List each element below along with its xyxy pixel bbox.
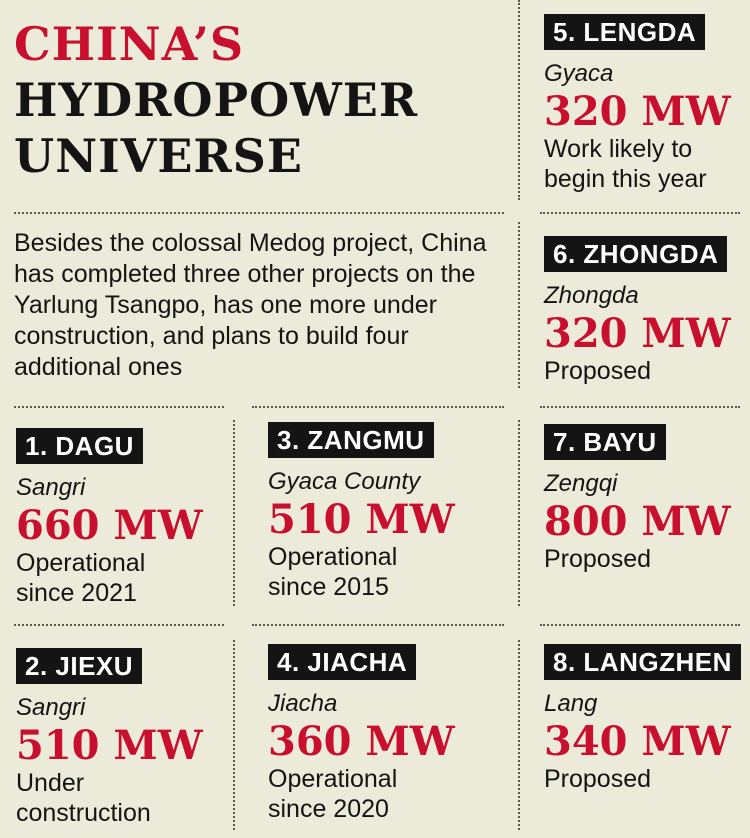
project-location: Zhongda <box>544 282 639 309</box>
project-capacity: 320 MW <box>544 310 731 357</box>
divider-vertical-right-mid <box>518 222 520 388</box>
project-capacity: 800 MW <box>544 498 731 545</box>
project-name-badge: 5. LENGDA <box>544 14 706 50</box>
project-name-badge: 3. ZANGMU <box>268 422 434 458</box>
project-card-zhongda: 6. ZHONGDA Zhongda 320 MW Proposed <box>544 236 731 386</box>
project-status: Under construction <box>16 769 151 827</box>
divider-horizontal-right-1 <box>540 212 740 214</box>
project-location: Gyaca County <box>268 468 421 495</box>
project-card-jiexu: 2. JIEXU Sangri 510 MW Under constructio… <box>16 648 203 828</box>
infographic-title: CHINA’S HYDROPOWER UNIVERSE <box>14 16 504 184</box>
project-capacity: 510 MW <box>268 496 455 543</box>
divider-horizontal-right-3 <box>540 624 740 626</box>
project-status: Operational since 2015 <box>268 543 398 601</box>
project-capacity: 660 MW <box>16 502 203 549</box>
project-location: Zengqi <box>544 470 618 497</box>
divider-horizontal-right-2 <box>540 406 740 408</box>
project-capacity: 320 MW <box>544 88 731 135</box>
divider-vertical-right-1 <box>518 420 520 606</box>
project-name-badge: 1. DAGU <box>16 428 143 464</box>
project-capacity: 510 MW <box>16 722 203 769</box>
project-capacity: 360 MW <box>268 718 455 765</box>
project-card-zangmu: 3. ZANGMU Gyaca County 510 MW Operationa… <box>268 422 455 602</box>
divider-horizontal-center-mid <box>252 406 504 408</box>
project-status: Proposed <box>544 765 652 793</box>
divider-horizontal-center-low <box>252 624 504 626</box>
divider-horizontal-left-low <box>14 624 224 626</box>
divider-horizontal-left-mid <box>14 406 224 408</box>
project-location: Sangri <box>16 474 86 501</box>
project-location: Jiacha <box>268 690 338 717</box>
project-name-badge: 6. ZHONGDA <box>544 236 728 272</box>
divider-vertical-right-2 <box>518 640 520 830</box>
project-status: Operational since 2021 <box>16 549 146 607</box>
project-name-badge: 7. BAYU <box>544 424 666 460</box>
project-card-langzhen: 8. LANGZHEN Lang 340 MW Proposed <box>544 644 741 794</box>
project-card-dagu: 1. DAGU Sangri 660 MW Operational since … <box>16 428 203 608</box>
title-line-3: UNIVERSE <box>14 129 303 183</box>
project-card-lengda: 5. LENGDA Gyaca 320 MW Work likely to be… <box>544 14 731 194</box>
project-status: Proposed <box>544 357 652 385</box>
divider-vertical-left-1 <box>233 420 235 606</box>
project-card-jiacha: 4. JIACHA Jiacha 360 MW Operational sinc… <box>268 644 455 824</box>
project-location: Sangri <box>16 694 86 721</box>
divider-horizontal-top <box>14 212 504 214</box>
title-line-1: CHINA’S <box>14 17 245 71</box>
title-line-2: HYDROPOWER <box>14 73 419 127</box>
project-location: Gyaca <box>544 60 614 87</box>
project-status: Operational since 2020 <box>268 765 398 823</box>
project-status: Work likely to begin this year <box>544 135 707 193</box>
project-capacity: 340 MW <box>544 718 731 765</box>
project-status: Proposed <box>544 545 652 573</box>
project-name-badge: 4. JIACHA <box>268 644 417 680</box>
project-name-badge: 8. LANGZHEN <box>544 644 741 680</box>
project-location: Lang <box>544 690 598 717</box>
project-card-bayu: 7. BAYU Zengqi 800 MW Proposed <box>544 424 731 574</box>
divider-vertical-right-top <box>518 0 520 200</box>
divider-vertical-left-2 <box>233 640 235 830</box>
project-name-badge: 2. JIEXU <box>16 648 143 684</box>
intro-text: Besides the colossal Medog project, Chin… <box>14 229 487 381</box>
